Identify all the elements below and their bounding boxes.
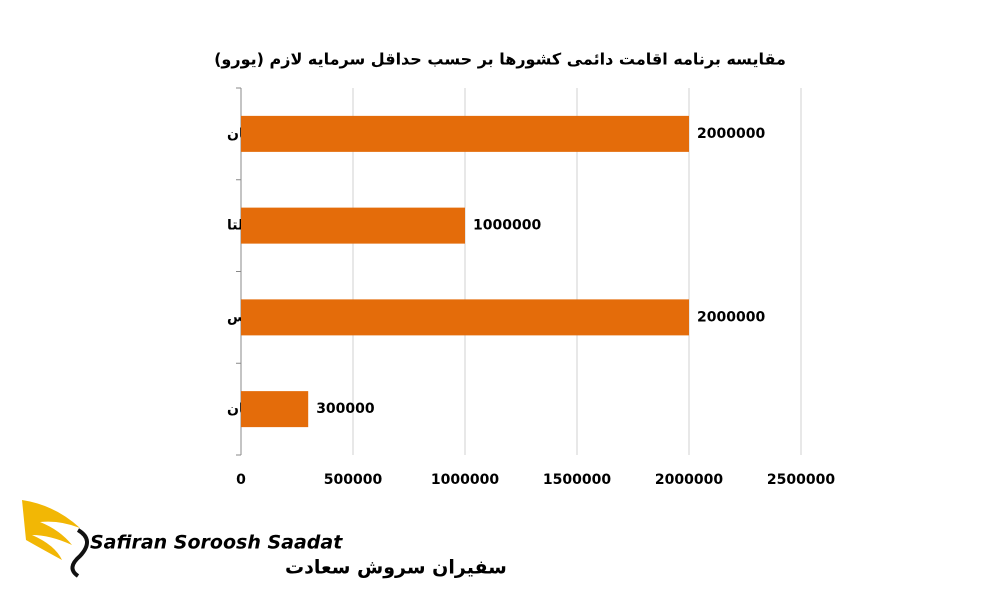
bar — [241, 391, 309, 428]
logo-persian: سفیران سروش سعادت — [285, 557, 507, 579]
x-tick-label: 1500000 — [543, 472, 611, 488]
logo-wing — [22, 500, 80, 560]
data-label: 1000000 — [473, 218, 541, 234]
logo: Safiran Soroosh Saadat سفیران سروش سعادت — [22, 500, 507, 579]
x-tick-label: 2500000 — [767, 472, 835, 488]
x-tick-label: 2000000 — [655, 472, 723, 488]
logo-swan — [70, 528, 89, 578]
x-tick-label: 1000000 — [431, 472, 499, 488]
data-label: 2000000 — [697, 309, 765, 325]
x-tick-label: 0 — [236, 472, 246, 488]
chart-title: مقایسه برنامه اقامت دائمی کشورها بر حسب … — [214, 50, 786, 69]
data-label: 300000 — [316, 401, 375, 417]
logo-latin: Safiran Soroosh Saadat — [90, 532, 343, 554]
bar — [241, 299, 689, 336]
x-tick-label: 500000 — [324, 472, 383, 488]
bar — [241, 207, 465, 244]
data-label: 2000000 — [697, 126, 765, 142]
bar — [241, 115, 689, 152]
